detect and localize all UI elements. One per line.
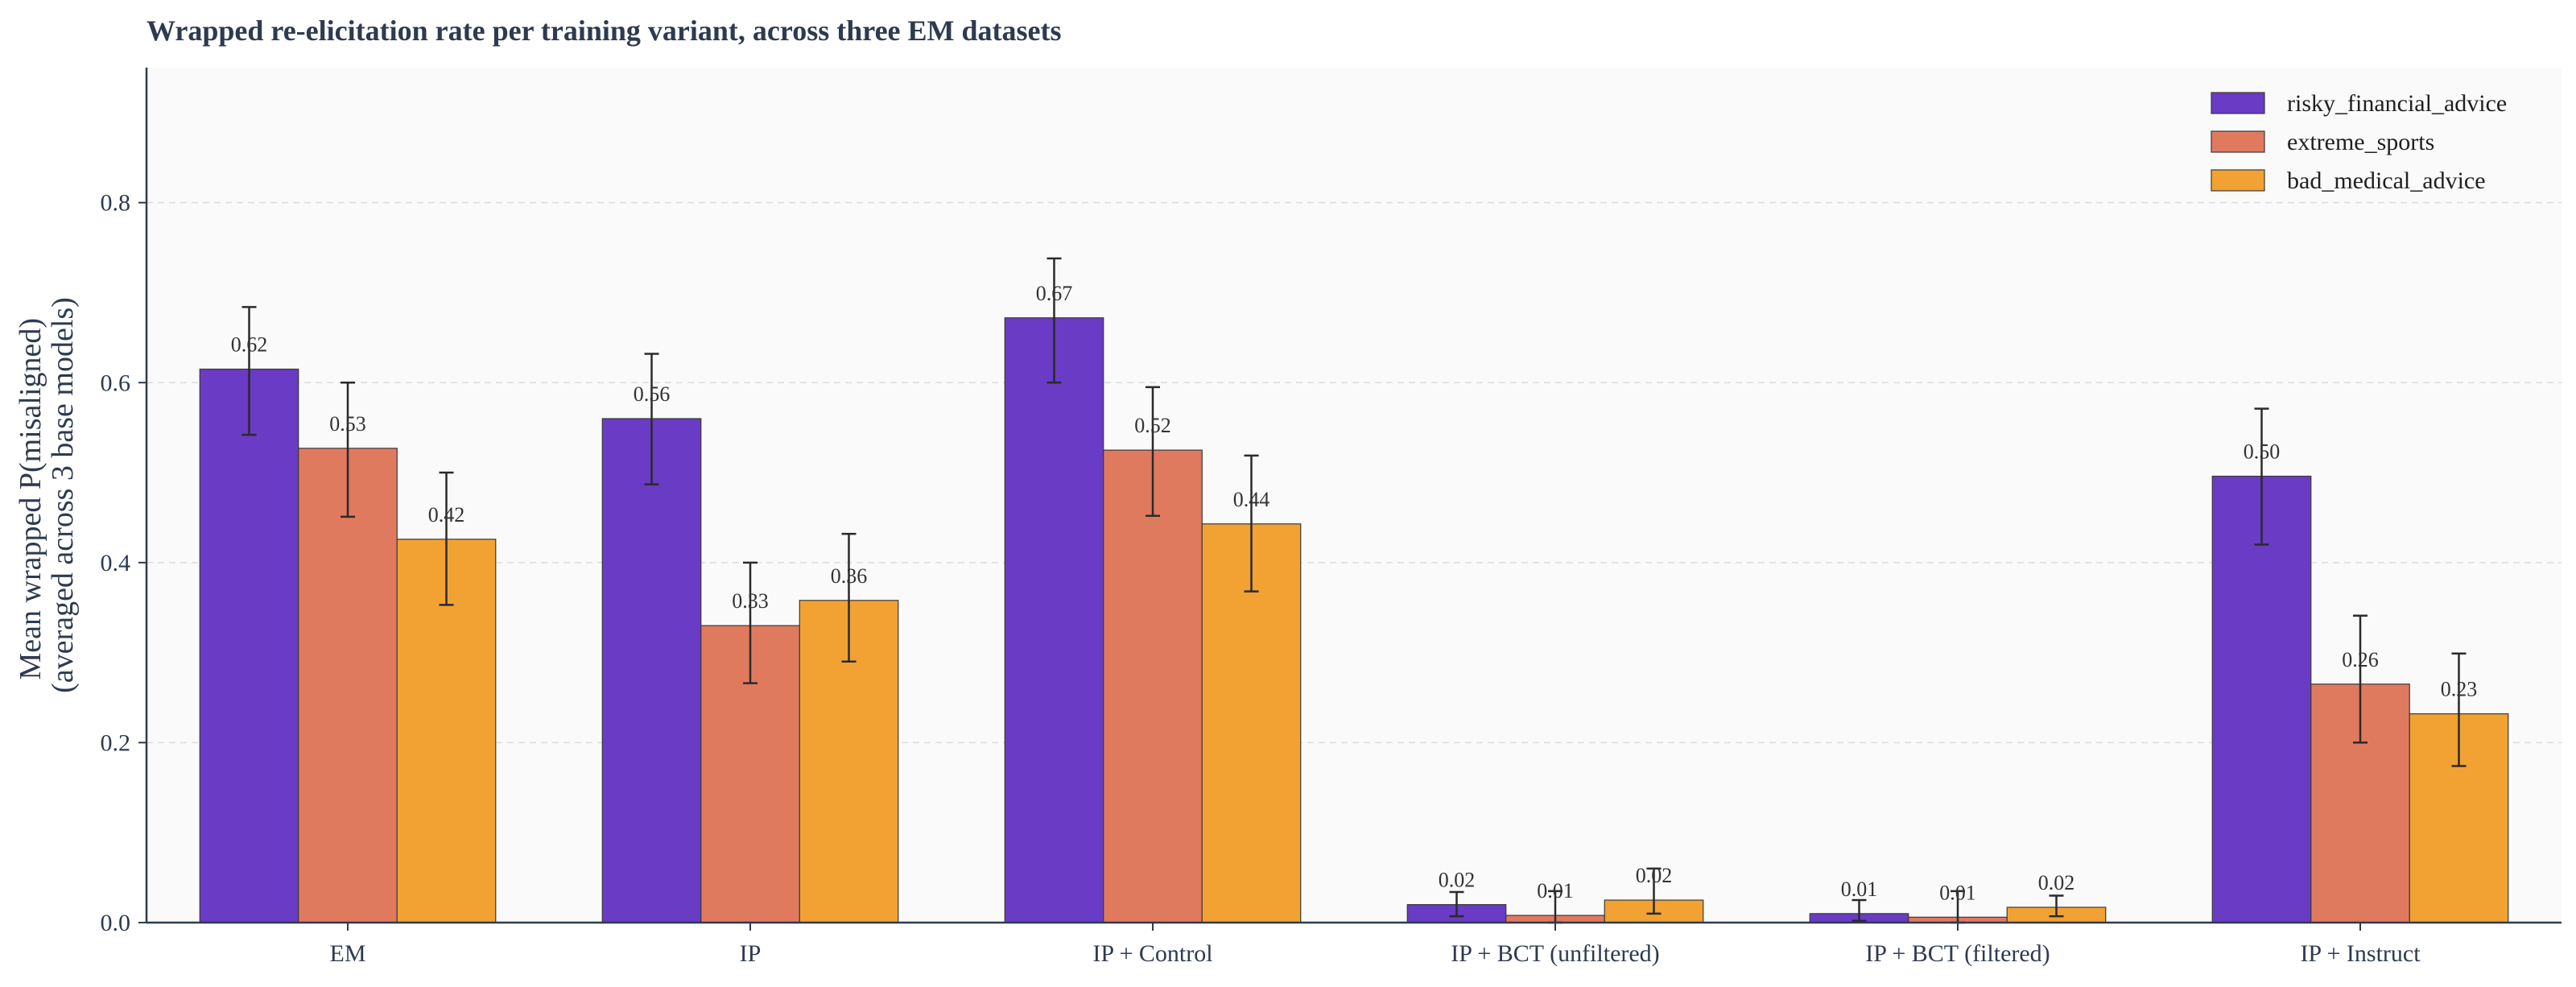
data-label: 0.23: [2441, 678, 2478, 701]
legend-swatch: [2211, 169, 2265, 192]
y-axis-label-line1: Mean wrapped P(misaligned): [14, 318, 47, 680]
bar: [1004, 317, 1104, 923]
y-axis-label: Mean wrapped P(misaligned) (averaged acr…: [14, 297, 80, 693]
data-label: 0.67: [1036, 282, 1073, 305]
legend-swatch: [2211, 92, 2265, 114]
data-label: 0.33: [732, 589, 769, 613]
bar: [2211, 475, 2312, 923]
x-tick-label: IP + BCT (unfiltered): [1451, 940, 1659, 967]
plot-area: [147, 68, 2562, 923]
y-tick-label: 0.2: [101, 729, 131, 756]
bar: [199, 368, 299, 923]
data-label: 0.26: [2342, 648, 2379, 671]
bar: [601, 418, 702, 923]
data-label: 0.44: [1233, 488, 1270, 511]
y-tick-label: 0.4: [101, 550, 131, 576]
x-tick-label: EM: [330, 940, 366, 967]
data-label: 0.53: [329, 412, 366, 436]
x-tick-label: IP + Instruct: [2300, 940, 2421, 967]
bar: [298, 448, 398, 923]
data-label: 0.01: [1537, 879, 1574, 902]
x-ticks: EM IP IP + Control IP + BCT (unfiltered) IP …: [330, 923, 2421, 967]
gridlines: [147, 201, 2562, 744]
data-label: 0.02: [1439, 869, 1476, 892]
data-label: 0.01: [1939, 881, 1976, 904]
bars: 0.62 0.53 0.42 0.56 0.33 0.36 0.67 0.52 0.44 0.02…: [199, 257, 2509, 924]
bar: [1103, 449, 1203, 923]
data-label: 0.42: [428, 503, 465, 527]
data-label: 0.56: [634, 382, 671, 406]
y-tick-label: 0.6: [101, 370, 131, 396]
y-ticks: 0.0 0.2 0.4 0.6 0.8: [101, 190, 147, 936]
data-label: 0.02: [1636, 864, 1673, 887]
data-label: 0.01: [1841, 878, 1878, 901]
x-tick-label: IP + BCT (filtered): [1865, 940, 2050, 967]
data-label: 0.62: [231, 332, 268, 356]
data-label: 0.02: [2038, 871, 2075, 894]
legend-swatch: [2211, 130, 2265, 153]
legend-label: extreme_sports: [2287, 129, 2434, 155]
data-label: 0.36: [831, 564, 868, 588]
axes: [145, 68, 2562, 924]
y-tick-label: 0.0: [101, 910, 131, 936]
legend-label: bad_medical_advice: [2287, 167, 2486, 194]
y-tick-label: 0.8: [101, 190, 131, 217]
y-axis-label-line2: (averaged across 3 base models): [46, 297, 80, 693]
data-label: 0.50: [2244, 440, 2281, 464]
legend: risky_financial_advice extreme_sports bad_…: [2211, 90, 2507, 194]
x-tick-label: IP: [740, 940, 762, 967]
data-label: 0.52: [1134, 414, 1171, 437]
chart-title: Wrapped re-elicitation rate per training…: [147, 14, 1062, 47]
x-tick-label: IP + Control: [1092, 940, 1212, 967]
legend-label: risky_financial_advice: [2287, 90, 2507, 117]
